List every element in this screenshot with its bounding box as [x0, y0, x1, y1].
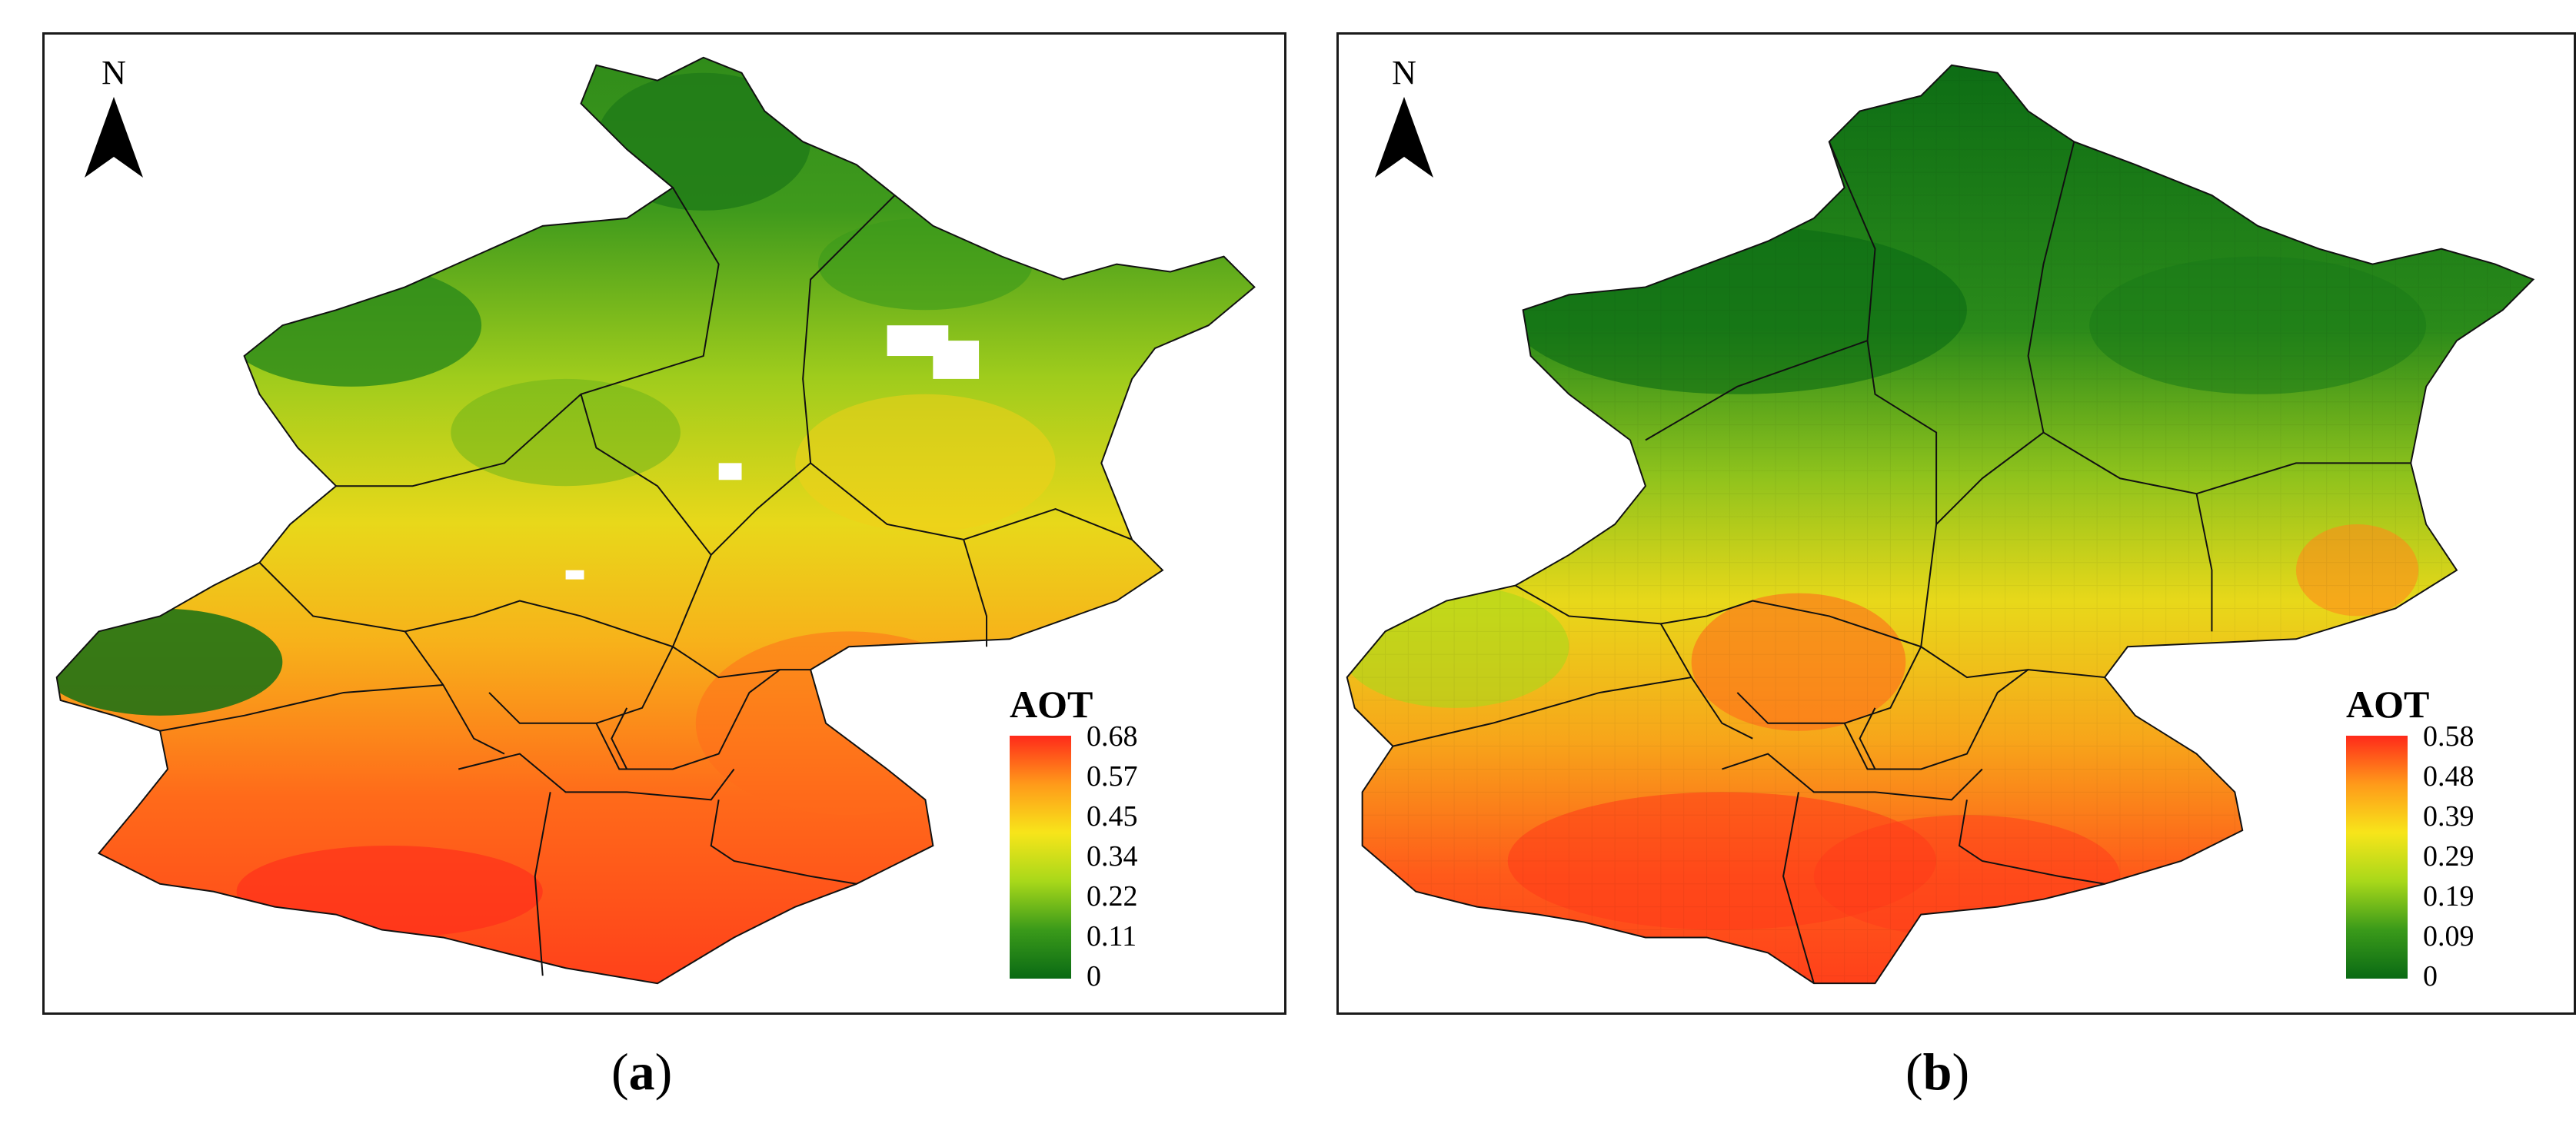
aot-map-a [55, 56, 1256, 985]
north-arrow-icon [1375, 97, 1433, 178]
legend-tick-a-3: 0.34 [1087, 840, 1138, 873]
legend-tick-b-2: 0.39 [2423, 800, 2474, 833]
legend-tick-b-3: 0.29 [2423, 840, 2474, 873]
legend-tick-b-0: 0.58 [2423, 720, 2474, 753]
legend-tick-a-0: 0.68 [1087, 720, 1138, 753]
north-arrow-icon [85, 97, 143, 178]
legend-tick-a-1: 0.57 [1087, 760, 1138, 793]
north-arrow-b: N [1370, 54, 1439, 181]
legend-tick-b-1: 0.48 [2423, 760, 2474, 793]
north-arrow-a: N [79, 54, 148, 181]
legend-tick-b-4: 0.19 [2423, 880, 2474, 913]
caption-a-close: ) [654, 1042, 673, 1101]
legend-tick-b-6: 0 [2423, 960, 2438, 992]
caption-b-letter: b [1922, 1042, 1952, 1101]
legend-title-a: AOT [1010, 683, 1093, 726]
legend-tick-a-6: 0 [1087, 960, 1101, 992]
legend-tick-a-5: 0.11 [1087, 920, 1137, 952]
caption-a-open: ( [611, 1042, 629, 1101]
north-label-b: N [1392, 54, 1416, 91]
north-label-a: N [102, 54, 126, 91]
map-panel-a: N AOT 0.68 0.57 0.45 0.34 0.22 0.11 0 [42, 32, 1286, 1015]
legend-title-b: AOT [2346, 683, 2430, 726]
caption-b: (b) [1905, 1042, 1969, 1102]
legend-tick-a-2: 0.45 [1087, 800, 1138, 833]
caption-a-letter: a [628, 1042, 655, 1101]
caption-b-close: ) [1952, 1042, 1970, 1101]
caption-a: (a) [611, 1042, 672, 1102]
legend-colorbar-b [2346, 736, 2408, 979]
map-panel-b: N AOT 0.58 0.48 0.39 0.29 0.19 0.09 0 [1336, 32, 2576, 1015]
caption-b-open: ( [1905, 1042, 1923, 1101]
legend-colorbar-a [1010, 736, 1071, 979]
legend-tick-a-4: 0.22 [1087, 880, 1138, 913]
aot-map-b [1346, 64, 2535, 985]
legend-tick-b-5: 0.09 [2423, 920, 2474, 952]
